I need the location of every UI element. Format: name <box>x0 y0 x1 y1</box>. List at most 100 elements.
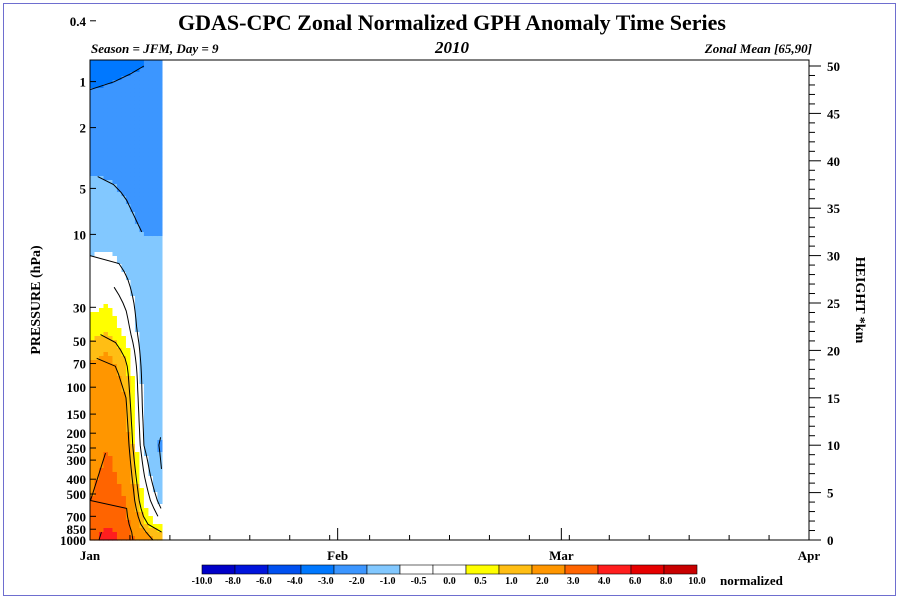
anomaly-cell <box>148 152 154 157</box>
anomaly-cell <box>139 168 145 173</box>
anomaly-cell <box>148 292 154 297</box>
anomaly-cell <box>121 492 127 497</box>
anomaly-cell <box>94 248 100 253</box>
anomaly-cell <box>143 280 150 285</box>
anomaly-cell <box>103 456 109 461</box>
anomaly-cell <box>98 368 105 373</box>
anomaly-cell <box>103 408 109 413</box>
anomaly-cell <box>148 444 154 449</box>
anomaly-cell <box>103 348 109 353</box>
anomaly-cell <box>152 144 159 149</box>
anomaly-cell <box>125 500 132 505</box>
anomaly-cell <box>90 124 96 129</box>
anomaly-cell <box>98 116 105 121</box>
anomaly-cell <box>94 112 100 117</box>
anomaly-cell <box>143 136 150 141</box>
anomaly-cell <box>112 112 118 117</box>
anomaly-cell <box>125 104 132 109</box>
anomaly-cell <box>157 400 163 405</box>
anomaly-cell <box>121 256 127 261</box>
anomaly-cell <box>90 200 96 205</box>
anomaly-cell <box>116 328 123 333</box>
anomaly-cell <box>107 416 114 421</box>
anomaly-cell <box>134 116 141 121</box>
anomaly-cell <box>107 404 114 409</box>
anomaly-cell <box>130 264 136 269</box>
anomaly-cell <box>90 372 96 377</box>
anomaly-cell <box>94 320 100 325</box>
anomaly-cell <box>90 440 96 445</box>
anomaly-cell <box>148 448 154 453</box>
anomaly-cell <box>152 196 159 201</box>
anomaly-cell <box>107 60 114 65</box>
anomaly-cell <box>107 280 114 285</box>
anomaly-cell <box>152 120 159 125</box>
anomaly-cell <box>125 412 132 417</box>
anomaly-cell <box>125 220 132 225</box>
anomaly-cell <box>107 400 114 405</box>
anomaly-cell <box>157 328 163 333</box>
anomaly-cell <box>143 108 150 113</box>
anomaly-cell <box>152 316 159 321</box>
anomaly-cell <box>130 520 136 525</box>
anomaly-cell <box>107 116 114 121</box>
anomaly-cell <box>103 332 109 337</box>
anomaly-cell <box>116 64 123 69</box>
anomaly-cell <box>134 520 141 525</box>
anomaly-cell <box>103 108 109 113</box>
anomaly-cell <box>112 460 118 465</box>
anomaly-cell <box>121 352 127 357</box>
anomaly-cell <box>139 220 145 225</box>
anomaly-cell <box>148 416 154 421</box>
anomaly-cell <box>116 264 123 269</box>
anomaly-cell <box>90 520 96 525</box>
anomaly-cell <box>98 404 105 409</box>
anomaly-cell <box>152 464 159 469</box>
anomaly-cell <box>98 480 105 485</box>
anomaly-cell <box>103 268 109 273</box>
anomaly-cell <box>107 108 114 113</box>
anomaly-cell <box>98 324 105 329</box>
anomaly-cell <box>125 128 132 133</box>
anomaly-cell <box>139 352 145 357</box>
anomaly-cell <box>98 312 105 317</box>
anomaly-cell <box>90 452 96 457</box>
anomaly-cell <box>98 240 105 245</box>
anomaly-cell <box>125 312 132 317</box>
anomaly-cell <box>152 352 159 357</box>
anomaly-cell <box>94 84 100 89</box>
anomaly-cell <box>143 296 150 301</box>
anomaly-cell <box>98 224 105 229</box>
anomaly-cell <box>103 400 109 405</box>
anomaly-cell <box>103 124 109 129</box>
anomaly-cell <box>107 236 114 241</box>
anomaly-cell <box>125 200 132 205</box>
anomaly-cell <box>139 108 145 113</box>
anomaly-cell <box>94 380 100 385</box>
anomaly-cell <box>143 116 150 121</box>
anomaly-cell <box>130 384 136 389</box>
anomaly-cell <box>112 244 118 249</box>
anomaly-cell <box>157 252 163 257</box>
anomaly-cell <box>152 224 159 229</box>
anomaly-cell <box>148 480 154 485</box>
anomaly-cell <box>143 444 150 449</box>
anomaly-cell <box>143 176 150 181</box>
anomaly-cell <box>152 208 159 213</box>
anomaly-cell <box>139 356 145 361</box>
anomaly-cell <box>121 436 127 441</box>
anomaly-cell <box>152 128 159 133</box>
anomaly-cell <box>157 60 163 65</box>
anomaly-cell <box>139 364 145 369</box>
anomaly-cell <box>121 396 127 401</box>
anomaly-cell <box>107 312 114 317</box>
anomaly-cell <box>98 72 105 77</box>
anomaly-cell <box>94 372 100 377</box>
anomaly-cell <box>148 324 154 329</box>
anomaly-cell <box>157 200 163 205</box>
anomaly-cell <box>125 304 132 309</box>
anomaly-cell <box>116 96 123 101</box>
anomaly-cell <box>112 448 118 453</box>
anomaly-cell <box>157 324 163 329</box>
anomaly-cell <box>130 336 136 341</box>
